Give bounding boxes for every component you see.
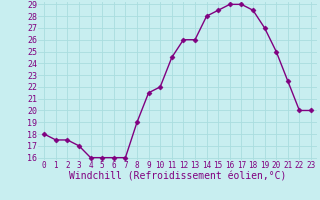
X-axis label: Windchill (Refroidissement éolien,°C): Windchill (Refroidissement éolien,°C): [69, 172, 286, 182]
